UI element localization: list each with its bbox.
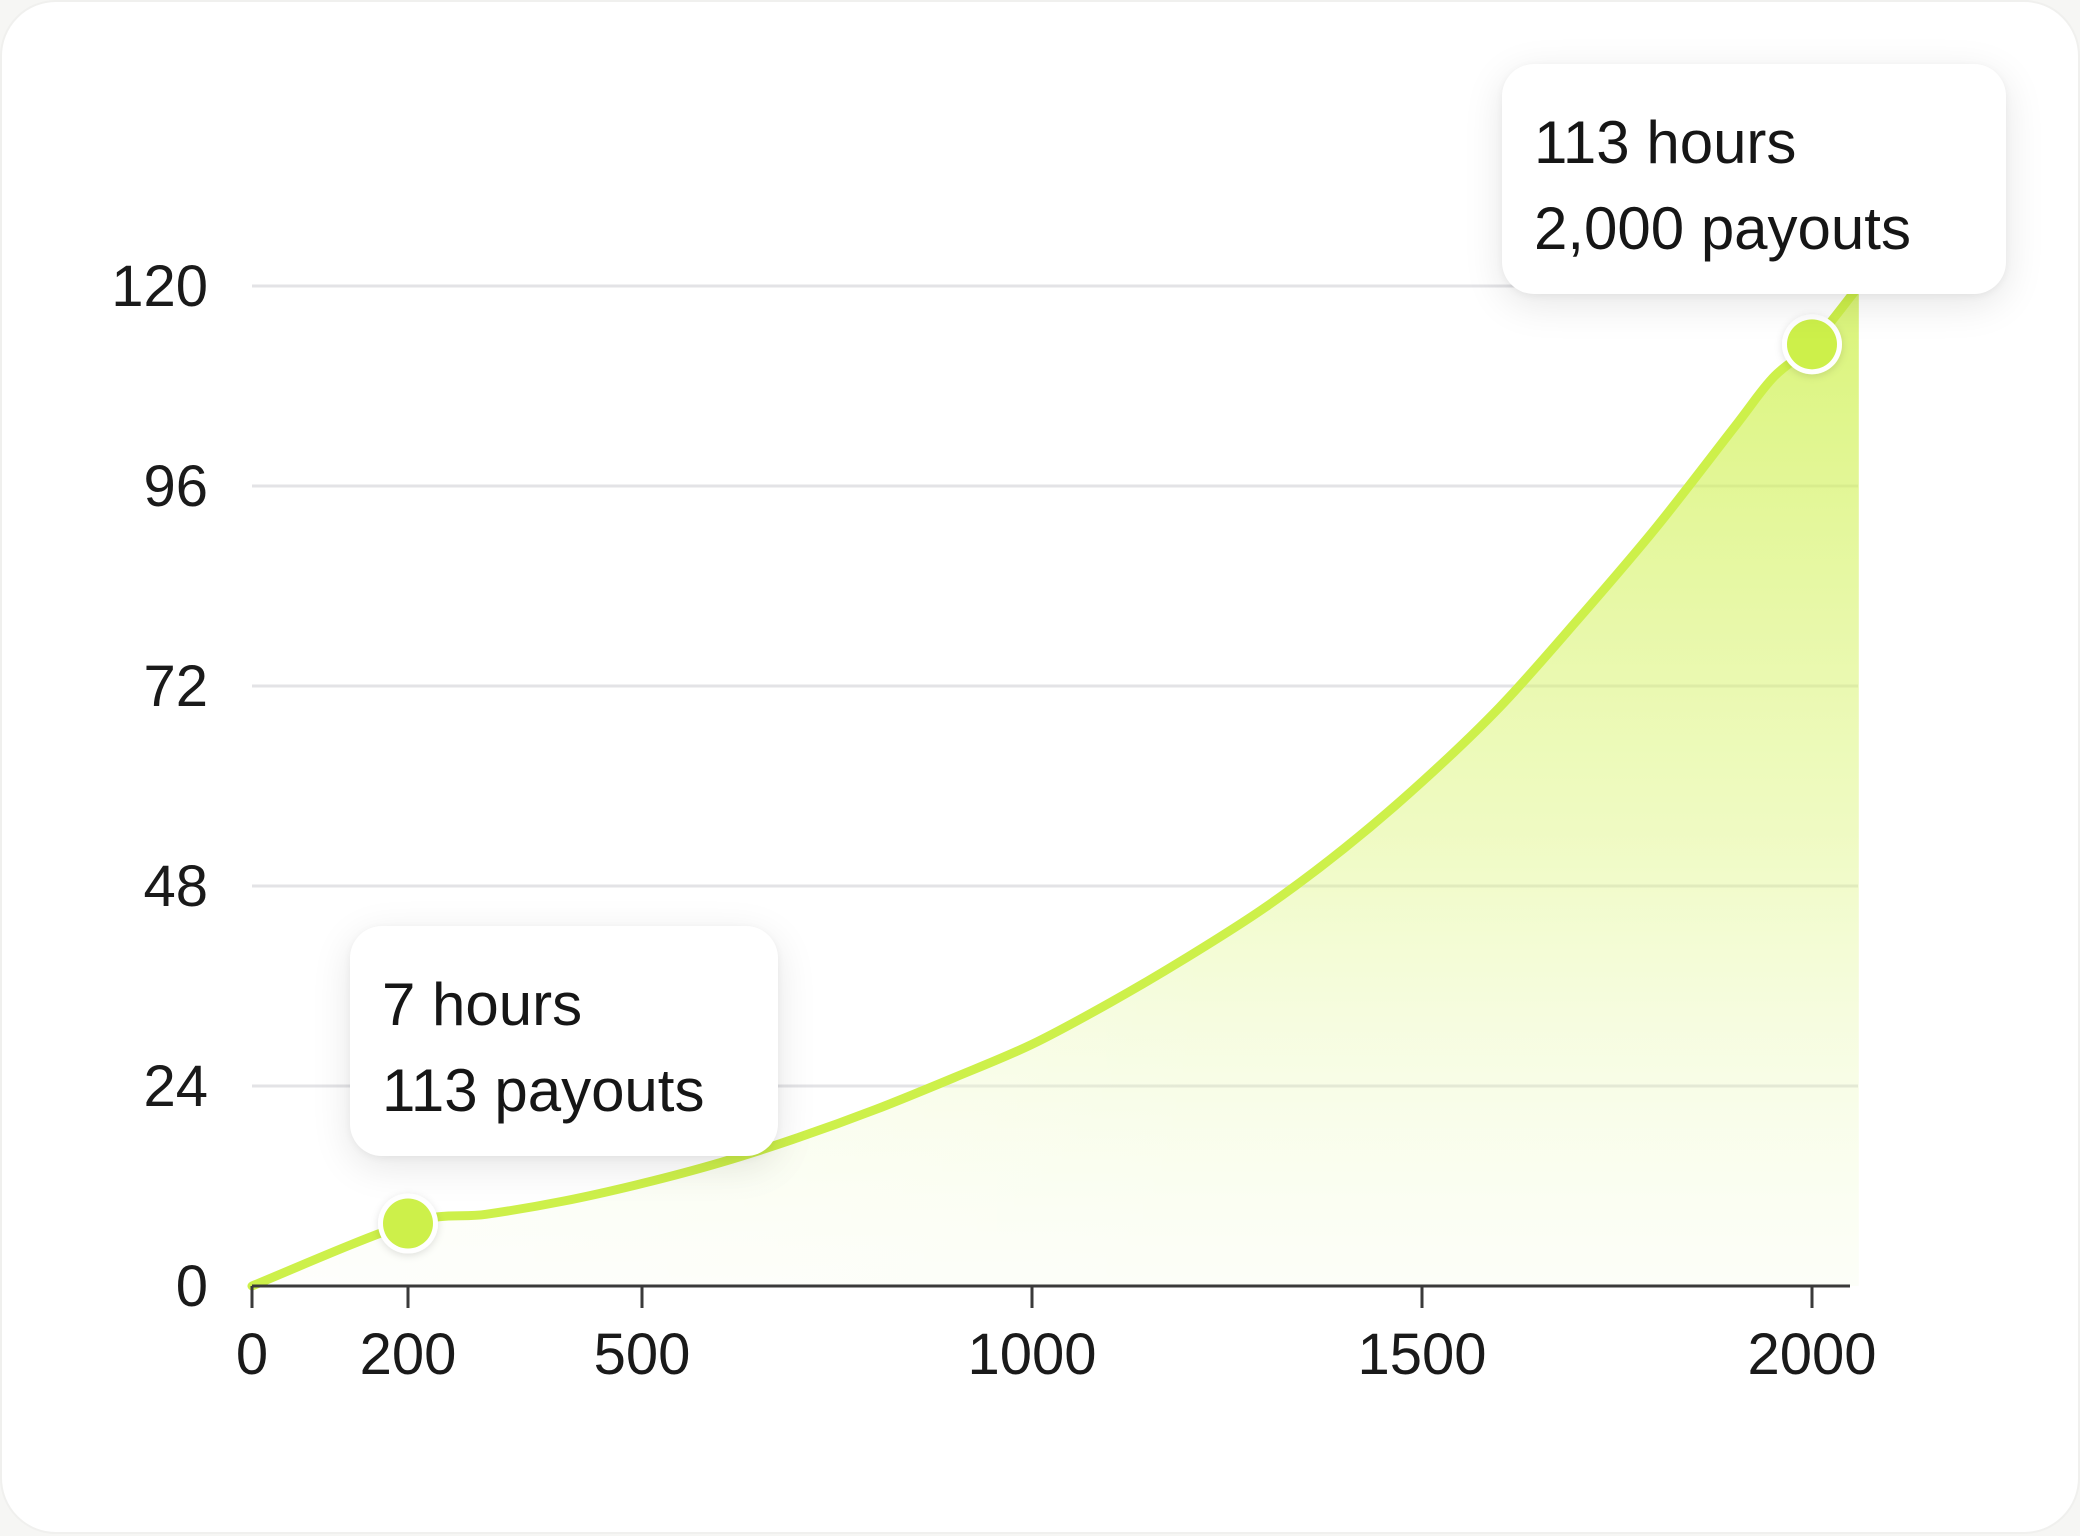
area-fade-shape bbox=[252, 286, 1859, 1286]
annotation-point bbox=[1787, 319, 1837, 370]
y-tick-label: 48 bbox=[143, 854, 208, 919]
x-tick-label: 1500 bbox=[1357, 1322, 1486, 1387]
annotation-hours: 7 hours bbox=[382, 971, 583, 1038]
y-tick-labels: 0 24 48 72 96 120 bbox=[111, 254, 208, 1319]
area-fill bbox=[247, 281, 1864, 1291]
axes bbox=[250, 1284, 1850, 1308]
x-tick-label: 0 bbox=[236, 1322, 268, 1387]
annotation-points bbox=[378, 314, 1842, 1254]
annotation-point bbox=[383, 1198, 433, 1249]
annotation-tooltip-low: 7 hours 113 payouts bbox=[350, 926, 778, 1156]
x-tick-label: 200 bbox=[360, 1322, 457, 1387]
annotation-payouts: 113 payouts bbox=[382, 1057, 705, 1124]
x-tick-label: 500 bbox=[594, 1322, 691, 1387]
y-tick-label: 24 bbox=[143, 1054, 208, 1119]
annotation-hours: 113 hours bbox=[1534, 109, 1797, 176]
x-tick-label: 2000 bbox=[1747, 1322, 1876, 1387]
x-tick-label: 1000 bbox=[967, 1322, 1096, 1387]
annotation-tooltip-high: 113 hours 2,000 payouts bbox=[1502, 64, 2006, 294]
annotation-payouts: 2,000 payouts bbox=[1534, 195, 1911, 262]
x-tick-labels: 0 200 500 1000 1500 2000 bbox=[236, 1322, 1877, 1387]
y-tick-label: 72 bbox=[143, 654, 208, 719]
series-line bbox=[247, 281, 1864, 1291]
y-tick-label: 0 bbox=[176, 1254, 208, 1319]
y-tick-label: 120 bbox=[111, 254, 208, 319]
y-tick-label: 96 bbox=[143, 454, 208, 519]
